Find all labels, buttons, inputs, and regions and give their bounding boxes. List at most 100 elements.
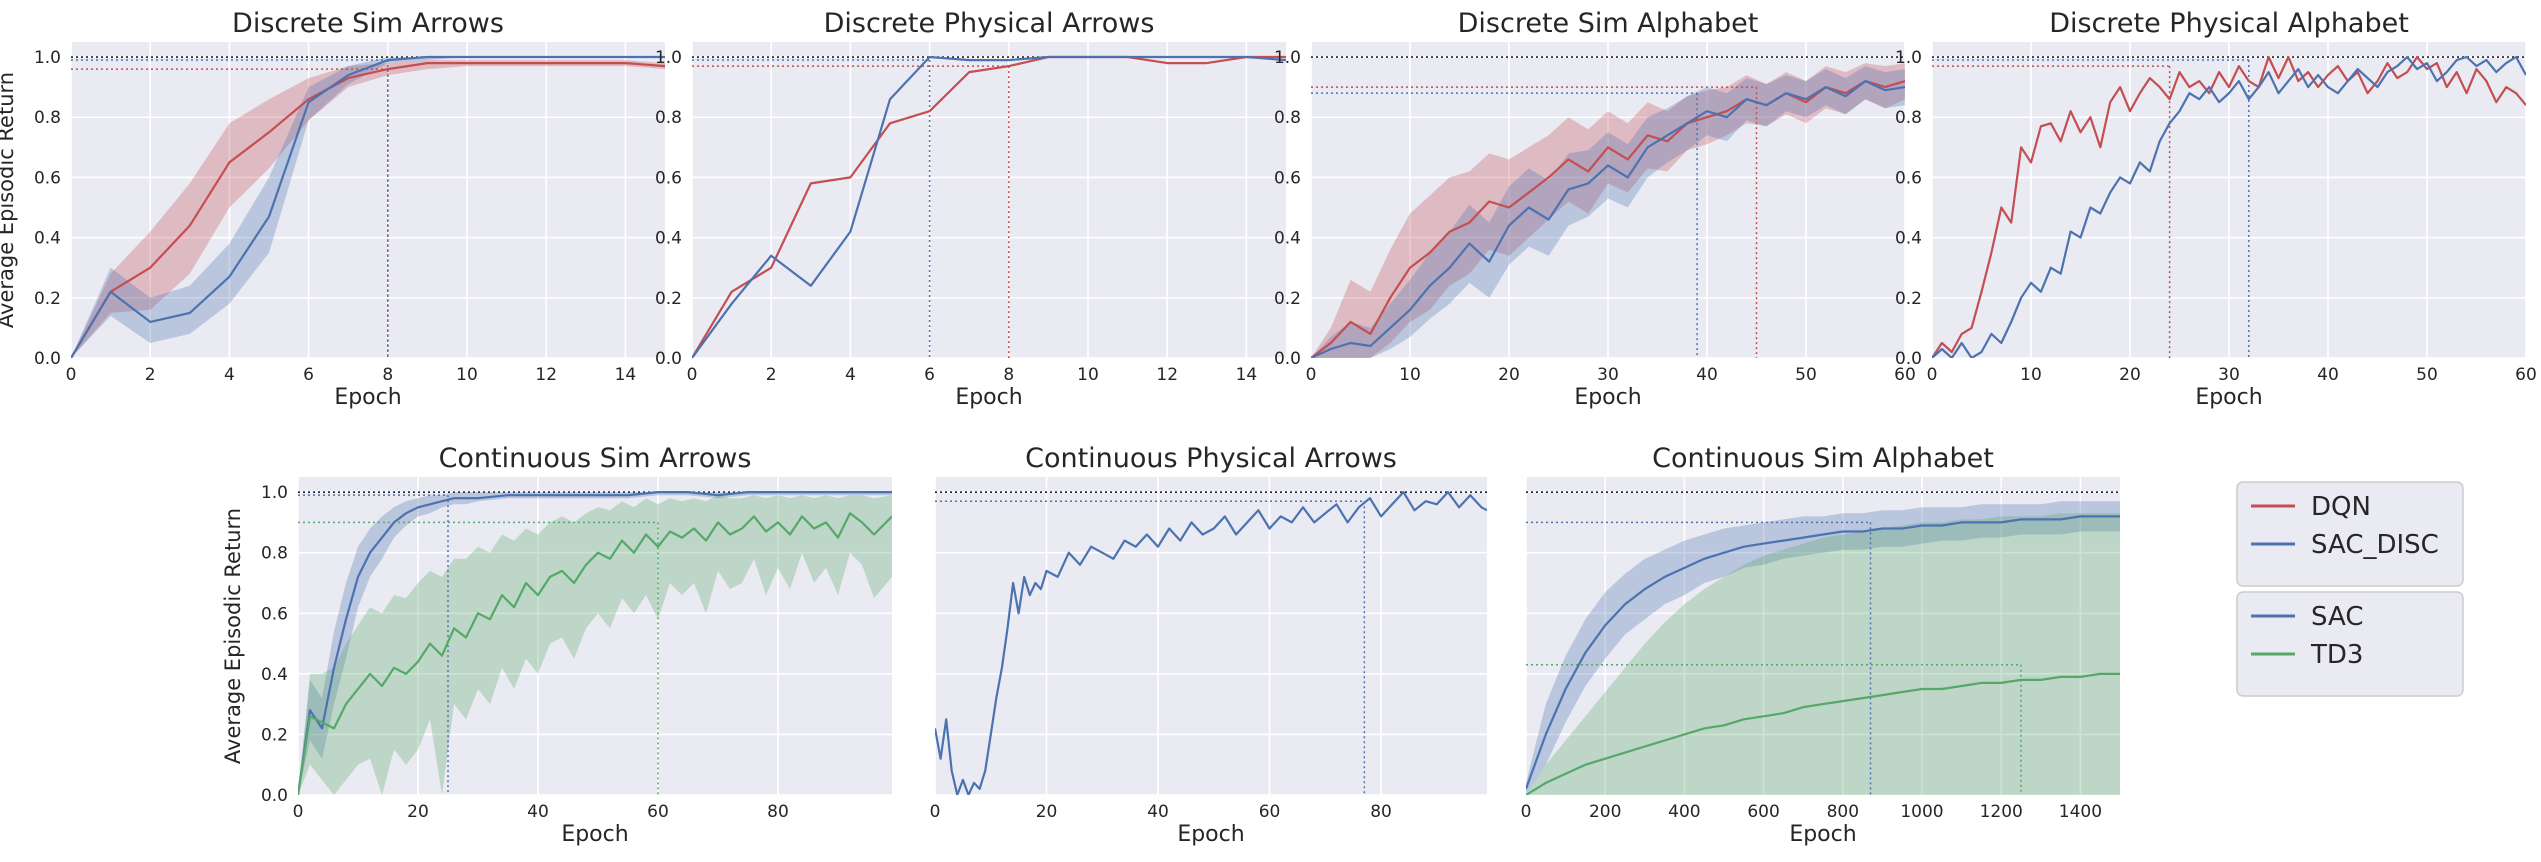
x-tick-label: 0 (66, 365, 77, 385)
plot-background (71, 42, 665, 358)
x-tick-label: 80 (767, 802, 789, 822)
x-axis-label: Epoch (955, 385, 1022, 410)
x-tick-label: 6 (924, 365, 935, 385)
x-axis-label: Epoch (334, 385, 401, 410)
chart-title: Continuous Sim Arrows (439, 443, 752, 474)
chart-p7: Continuous Sim Alphabet 0 200 400 600 800 1000… (1521, 443, 2120, 847)
plot-background (935, 477, 1487, 795)
y-tick-label: 0.2 (261, 725, 288, 745)
x-tick-label: 20 (407, 802, 429, 822)
x-tick-label: 80 (1370, 802, 1392, 822)
x-tick-label: 60 (2515, 365, 2537, 385)
y-tick-label: 0.8 (1274, 108, 1301, 128)
y-tick-label: 0.0 (261, 786, 288, 806)
x-axis-label: Epoch (2195, 385, 2262, 410)
y-tick-label: 0.8 (34, 108, 61, 128)
x-tick-label: 60 (1259, 802, 1281, 822)
line-sac_disc (71, 55, 665, 358)
y-tick-label: 0.4 (34, 229, 61, 249)
plot-area (298, 491, 892, 795)
y-tick-label: 1.0 (261, 483, 288, 503)
x-tick-label: 200 (1589, 802, 1621, 822)
x-tick-label: 20 (1498, 365, 1520, 385)
plot-area (935, 491, 1487, 795)
plot-area (1932, 55, 2526, 358)
x-tick-label: 20 (1036, 802, 1058, 822)
y-tick-label: 0.4 (655, 229, 682, 249)
x-tick-label: 0 (930, 802, 941, 822)
plot-area (1526, 491, 2120, 795)
line-dqn (1932, 55, 2526, 358)
y-tick-label: 0.6 (34, 168, 61, 188)
chart-title: Discrete Sim Arrows (232, 8, 504, 39)
legend-label-sac_disc: SAC_DISC (2311, 530, 2439, 560)
x-axis-label: Epoch (561, 822, 628, 847)
x-tick-label: 40 (527, 802, 549, 822)
line-sac_disc (1311, 80, 1905, 358)
line-dqn (1311, 80, 1905, 358)
chart-p3: Discrete Sim Alphabet 0 10 20 30 40 50 60 Epoch 0… (1274, 8, 1916, 410)
x-tick-label: 4 (845, 365, 856, 385)
plot-area (1311, 56, 1905, 358)
chart-title: Discrete Sim Alphabet (1458, 8, 1759, 39)
y-tick-label: 0.0 (655, 349, 682, 369)
x-tick-label: 4 (224, 365, 235, 385)
y-tick-label: 0.6 (261, 604, 288, 624)
y-tick-label: 1.0 (34, 48, 61, 68)
y-tick-label: 0.8 (655, 108, 682, 128)
x-tick-label: 0 (1927, 365, 1938, 385)
y-tick-label: 1.0 (1895, 48, 1922, 68)
line-sac (298, 491, 892, 795)
chart-p1: Discrete Sim Arrows 0 2 4 6 8 10 12 14 Epoch 0.0 0.… (0, 8, 665, 410)
x-tick-label: 1000 (1900, 802, 1943, 822)
y-tick-label: 0.4 (1895, 229, 1922, 249)
x-axis-label: Epoch (1574, 385, 1641, 410)
line-dqn (71, 62, 665, 358)
y-tick-label: 0.2 (655, 289, 682, 309)
chart-p4: Discrete Physical Alphabet 0 10 20 30 40 50 60 E… (1895, 8, 2537, 410)
legend-label-dqn: DQN (2311, 492, 2371, 522)
x-axis-label: Epoch (1789, 822, 1856, 847)
y-tick-label: 1.0 (1274, 48, 1301, 68)
line-td3 (1526, 672, 2120, 795)
x-tick-label: 600 (1747, 802, 1779, 822)
x-tick-label: 0 (1521, 802, 1532, 822)
y-tick-label: 0.4 (261, 665, 288, 685)
x-tick-label: 12 (535, 365, 557, 385)
line-td3 (298, 512, 892, 795)
y-tick-label: 0.8 (1895, 108, 1922, 128)
x-tick-label: 1200 (1980, 802, 2023, 822)
band-sac_disc (1311, 66, 1905, 358)
x-tick-label: 40 (2317, 365, 2339, 385)
band-dqn (71, 60, 665, 358)
plot-area (692, 55, 1286, 358)
y-tick-label: 0.0 (1895, 349, 1922, 369)
y-tick-label: 0.2 (1274, 289, 1301, 309)
chart-title: Continuous Physical Arrows (1025, 443, 1397, 474)
x-tick-label: 0 (293, 802, 304, 822)
line-sac (1526, 515, 2120, 790)
x-tick-label: 40 (1696, 365, 1718, 385)
chart-title: Continuous Sim Alphabet (1652, 443, 1994, 474)
chart-title: Discrete Physical Arrows (824, 8, 1155, 39)
x-tick-label: 14 (1236, 365, 1258, 385)
y-tick-label: 0.6 (1274, 168, 1301, 188)
x-tick-label: 60 (1894, 365, 1916, 385)
legend-label-sac: SAC (2311, 602, 2363, 632)
x-tick-label: 6 (303, 365, 314, 385)
legend-continuous: SAC TD3 (2236, 591, 2464, 697)
x-tick-label: 50 (1795, 365, 1817, 385)
x-tick-label: 30 (2218, 365, 2240, 385)
x-axis-label: Epoch (1177, 822, 1244, 847)
x-tick-label: 0 (1306, 365, 1317, 385)
x-tick-label: 2 (766, 365, 777, 385)
x-tick-label: 10 (2020, 365, 2042, 385)
chart-p6: Continuous Physical Arrows 0 20 40 60 80 Epoch (930, 443, 1487, 847)
line-sac_disc (692, 55, 1286, 358)
x-tick-label: 8 (1003, 365, 1014, 385)
y-tick-label: 0.6 (1895, 168, 1922, 188)
x-tick-label: 800 (1827, 802, 1859, 822)
x-tick-label: 400 (1668, 802, 1700, 822)
x-tick-label: 10 (1399, 365, 1421, 385)
